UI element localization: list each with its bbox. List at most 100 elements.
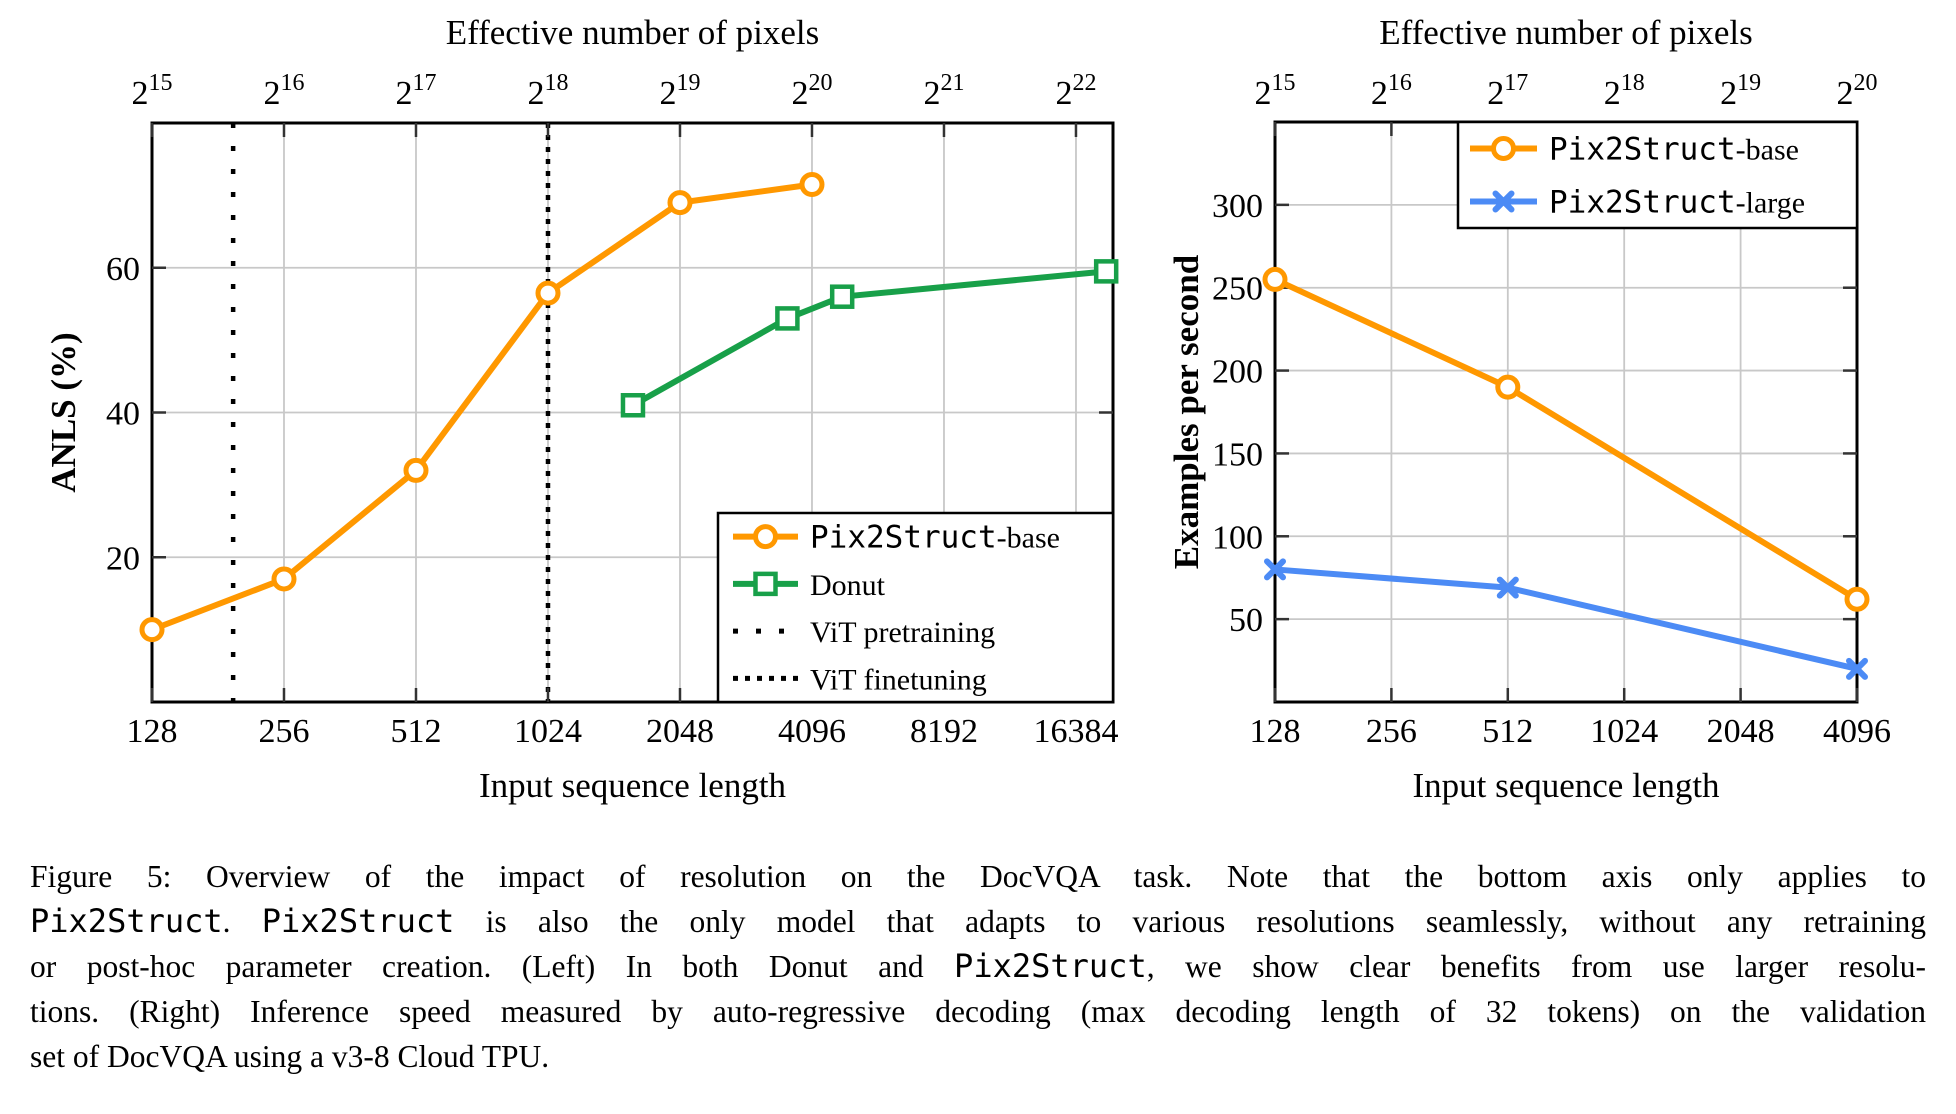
caption-mono-text: Pix2Struct <box>261 902 455 940</box>
top-axis-tick-label: 216 <box>263 70 304 112</box>
series-marker-x <box>1846 657 1868 680</box>
text-segment: 2048 <box>646 713 714 750</box>
text-segment: Pix2Struct <box>1549 132 1736 168</box>
x-axis-tick-label: 512 <box>390 713 441 750</box>
y-axis-tick-label: 200 <box>1212 354 1263 391</box>
caption-text: . <box>222 904 262 939</box>
series-marker-x <box>1496 576 1519 599</box>
top-axis-tick-label: 217 <box>1487 70 1528 112</box>
x-axis-tick-label: 512 <box>1482 713 1533 750</box>
y-axis-tick-label: 300 <box>1212 188 1263 225</box>
series-marker-square <box>775 306 800 331</box>
caption-line-2: Pix2Struct. Pix2Struct is also the only … <box>30 899 1926 944</box>
text-segment: 1024 <box>514 713 582 750</box>
series-marker-circle <box>667 190 693 216</box>
text-segment: -base <box>997 522 1060 555</box>
x-axis-tick-label: 128 <box>1250 713 1301 750</box>
series-marker-circle <box>753 524 778 550</box>
text-segment: 512 <box>390 713 441 750</box>
x-axis-tick-label: 2048 <box>646 713 714 750</box>
top-axis-tick-label: 217 <box>395 70 436 112</box>
top-axis-tick-label: 219 <box>659 70 700 112</box>
caption-line-1: Figure 5: Overview of the impact of reso… <box>30 854 1926 899</box>
top-axis-tick-label: 216 <box>1371 70 1412 112</box>
x-axis-tick-label: 128 <box>127 713 178 750</box>
y-axis-tick-label: 150 <box>1212 436 1263 473</box>
text-segment: 50 <box>1229 602 1263 639</box>
series-marker-circle <box>535 280 561 306</box>
series-donut <box>620 259 1119 418</box>
caption-text: , we show clear benefits from use larger… <box>1146 949 1927 984</box>
text-segment: 60 <box>106 251 140 288</box>
legend-row: Pix2Struct-base <box>733 520 1060 556</box>
text-segment: 300 <box>1212 188 1263 225</box>
legend: Pix2Struct-base Donut ViT pretraining ViT f… <box>716 511 1115 704</box>
top-axis-tick-label: 220 <box>791 70 832 112</box>
top-axis-tick-label: 222 <box>1055 70 1096 112</box>
caption-text: Figure 5: Overview of the impact of reso… <box>30 859 1926 894</box>
legend-label: ViT pretraining <box>810 616 995 649</box>
y-axis-tick-label: 100 <box>1212 519 1263 556</box>
legend-row: ViT finetuning <box>733 663 987 696</box>
y-axis-tick-label: 40 <box>106 396 140 433</box>
legend-box <box>1456 120 1859 230</box>
series-marker-square <box>1093 259 1119 284</box>
text-segment: Effective number of pixels <box>1379 13 1753 52</box>
series-marker-circle <box>1262 266 1288 292</box>
text-segment: -base <box>1736 134 1799 167</box>
x-axis-tick-label: 256 <box>1366 713 1417 750</box>
legend-label: Pix2Struct-base <box>1549 132 1799 168</box>
legend-box <box>716 511 1115 704</box>
caption-line-4: tions. (Right) Inference speed measured … <box>30 989 1926 1034</box>
y-axis-tick-label: 20 <box>106 540 140 577</box>
series-marker-circle <box>403 457 429 483</box>
top-axis-tick-label: 220 <box>1837 70 1878 112</box>
text-segment: 250 <box>1212 271 1263 308</box>
text-segment: Input sequence length <box>479 766 787 805</box>
caption-line-3: or post-hoc parameter creation. (Left) I… <box>30 944 1926 989</box>
series-line <box>629 268 1110 409</box>
caption-text: tions. (Right) Inference speed measured … <box>30 994 1926 1029</box>
top-axis-tick-label: 221 <box>923 70 964 112</box>
x-axis-tick-label: 8192 <box>910 713 978 750</box>
legend-row: Donut <box>733 569 886 602</box>
y-axis-tick-label: 250 <box>1212 271 1263 308</box>
legend-row: Pix2Struct-base <box>1470 132 1799 168</box>
text-segment: Pix2Struct <box>810 520 997 556</box>
caption-line-5: set of DocVQA using a v3-8 Cloud TPU. <box>30 1034 1926 1079</box>
x-axis-title: Input sequence length <box>479 766 787 805</box>
series-marker-square <box>829 284 855 309</box>
series-marker-x <box>1264 558 1286 581</box>
top-axis-tick-label: 219 <box>1720 70 1761 112</box>
series-marker-circle <box>1495 374 1521 400</box>
text-segment: 16384 <box>1033 713 1118 750</box>
top-axis-title: Effective number of pixels <box>446 13 820 52</box>
text-segment: Examples per second <box>1167 254 1206 569</box>
x-axis-tick-label: 16384 <box>1033 713 1118 750</box>
x-axis-tick-label: 256 <box>258 713 309 750</box>
legend: Pix2Struct-base Pix2Struct-large <box>1456 120 1859 230</box>
right-chart: Effective number of pixels Input sequence… <box>1167 13 1891 805</box>
series-line <box>149 181 815 633</box>
legend-row: ViT pretraining <box>733 616 995 649</box>
text-segment: 128 <box>1250 713 1301 750</box>
x-axis-tick-label: 2048 <box>1707 713 1775 750</box>
legend-row: Pix2Struct-large <box>1470 185 1805 221</box>
x-axis-title: Input sequence length <box>1412 766 1720 805</box>
series-marker-circle <box>799 172 825 198</box>
series-line <box>1272 276 1860 603</box>
text-segment: 2048 <box>1707 713 1775 750</box>
text-segment: 128 <box>127 713 178 750</box>
x-axis-tick-label: 4096 <box>778 713 846 750</box>
series-marker-square <box>620 393 646 418</box>
legend-label: Pix2Struct-base <box>810 520 1060 556</box>
top-axis-tick-label: 218 <box>1604 70 1645 112</box>
series-pix2struct-base <box>1262 266 1870 612</box>
text-segment: Effective number of pixels <box>446 13 820 52</box>
top-axis-tick-label: 215 <box>1255 70 1296 112</box>
y-axis-title: Examples per second <box>1167 254 1206 569</box>
text-segment: Input sequence length <box>1412 766 1720 805</box>
text-segment: 4096 <box>778 713 846 750</box>
text-segment: 150 <box>1212 436 1263 473</box>
